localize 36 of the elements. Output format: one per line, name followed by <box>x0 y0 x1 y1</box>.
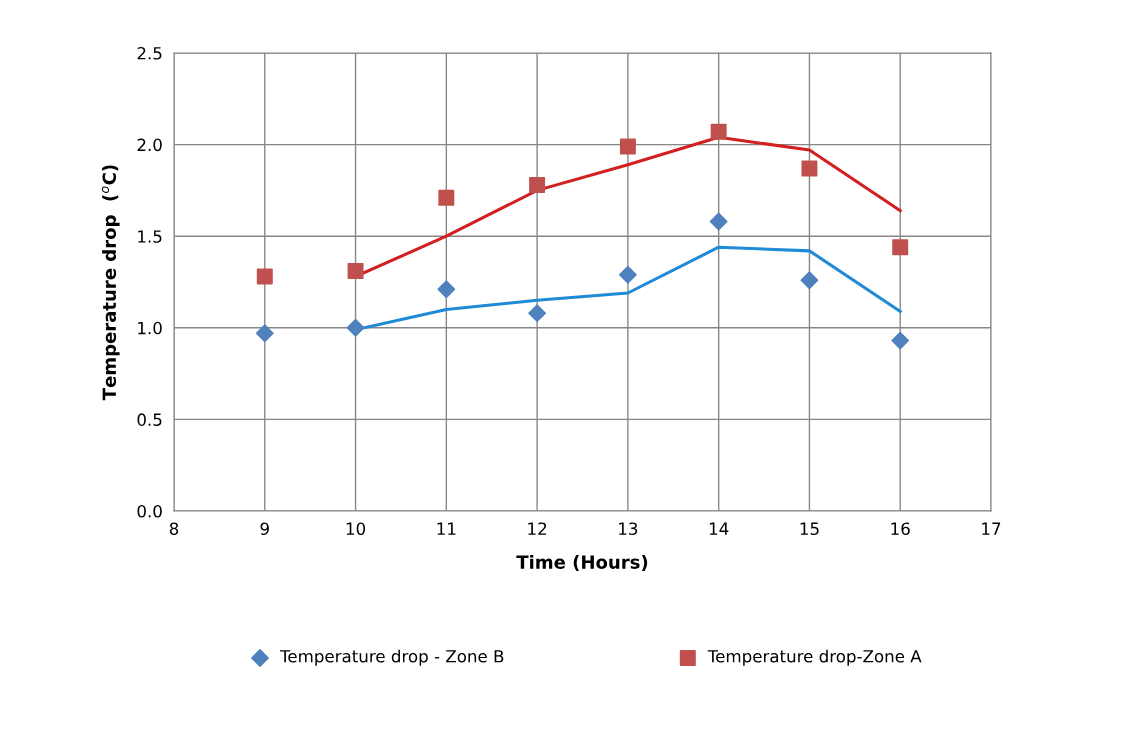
x-tick-label: 9 <box>260 522 269 536</box>
y-tick-label: 2.5 <box>137 46 162 60</box>
point <box>528 304 547 323</box>
x-tick-label: 13 <box>619 522 638 536</box>
point <box>710 123 727 140</box>
point <box>619 138 636 155</box>
point <box>529 176 546 193</box>
x-tick-label: 16 <box>891 522 910 536</box>
point <box>438 189 455 206</box>
point <box>437 280 456 299</box>
y-tick-label: 0.0 <box>137 504 162 518</box>
x-tick-label: 15 <box>800 522 819 536</box>
x-tick-label: 11 <box>437 522 456 535</box>
point <box>891 331 910 350</box>
point <box>892 239 909 256</box>
x-tick-label: 10 <box>346 522 366 536</box>
y-tick-label: 0.5 <box>137 413 162 426</box>
y-axis-title: Temperature drop ($^{o}$C) <box>101 165 120 401</box>
x-axis-title: Time (Hours) <box>516 554 648 572</box>
x-tick-label: 8 <box>169 522 179 536</box>
x-tick-label: 14 <box>709 522 729 535</box>
legend-label: Temperature drop - Zone B <box>279 649 504 666</box>
point <box>618 265 637 284</box>
point <box>801 160 818 177</box>
legend-label: Temperature drop-Zone A <box>707 649 922 666</box>
point <box>346 318 365 337</box>
point <box>709 212 728 231</box>
x-tick-label: 17 <box>982 522 1001 535</box>
point <box>800 271 819 290</box>
x-tick-label: 12 <box>528 522 547 535</box>
y-tick-label: 1.0 <box>138 321 162 335</box>
y-tick-label: 1.5 <box>138 230 162 243</box>
point <box>256 268 273 285</box>
point <box>255 324 274 343</box>
y-tick-label: 2.0 <box>137 138 162 152</box>
point <box>347 263 364 279</box>
